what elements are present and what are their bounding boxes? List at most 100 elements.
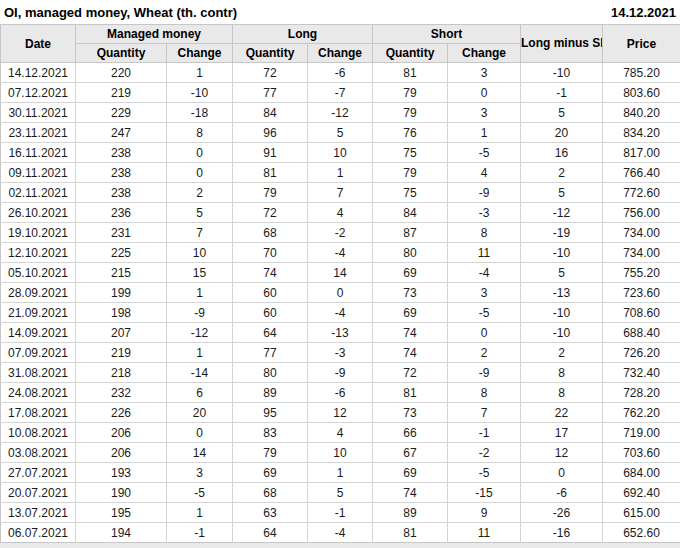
short-change-cell: -5 bbox=[448, 303, 521, 323]
column-header-date: Date bbox=[1, 25, 76, 63]
table-row: 17.08.202122620951273722762.20 bbox=[1, 403, 680, 423]
date-cell: 14.09.2021 bbox=[1, 323, 76, 343]
long-quantity-cell: 69 bbox=[233, 463, 308, 483]
date-cell: 10.08.2021 bbox=[1, 423, 76, 443]
price-cell: 692.40 bbox=[603, 483, 680, 503]
table-row: 05.10.202121515741469-45755.20 bbox=[1, 263, 680, 283]
short-change-cell: -9 bbox=[448, 183, 521, 203]
table-header: Date Managed money Long Short Long minus… bbox=[1, 25, 680, 63]
long-minus-short-cell: 8 bbox=[521, 383, 603, 403]
long-change-cell: -13 bbox=[308, 323, 373, 343]
short-change-cell: -9 bbox=[448, 363, 521, 383]
short-quantity-cell: 79 bbox=[373, 83, 448, 103]
long-minus-short-cell: -19 bbox=[521, 223, 603, 243]
short-quantity-cell: 89 bbox=[373, 503, 448, 523]
column-group-managed-money: Managed money bbox=[76, 25, 233, 44]
price-cell: 834.20 bbox=[603, 123, 680, 143]
mm-quantity-cell: 238 bbox=[76, 143, 167, 163]
short-change-cell: 1 bbox=[448, 123, 521, 143]
short-change-cell: -2 bbox=[448, 443, 521, 463]
long-minus-short-cell: 22 bbox=[521, 403, 603, 423]
table-row: 12.10.20212251070-48011-10734.00 bbox=[1, 243, 680, 263]
short-change-cell: 0 bbox=[448, 323, 521, 343]
long-change-cell: 0 bbox=[308, 283, 373, 303]
mm-change-cell: 6 bbox=[167, 383, 233, 403]
column-header-long-minus-short: Long minus Short bbox=[521, 25, 603, 63]
price-cell: 734.00 bbox=[603, 223, 680, 243]
mm-quantity-cell: 226 bbox=[76, 403, 167, 423]
mm-quantity-cell: 219 bbox=[76, 343, 167, 363]
short-change-cell: 2 bbox=[448, 343, 521, 363]
mm-quantity-cell: 193 bbox=[76, 463, 167, 483]
long-quantity-cell: 80 bbox=[233, 363, 308, 383]
mm-quantity-cell: 206 bbox=[76, 423, 167, 443]
long-minus-short-cell: -6 bbox=[521, 483, 603, 503]
short-quantity-cell: 87 bbox=[373, 223, 448, 243]
short-quantity-cell: 66 bbox=[373, 423, 448, 443]
table-row: 02.11.2021238279775-95772.60 bbox=[1, 183, 680, 203]
report-date: 14.12.2021 bbox=[611, 5, 676, 20]
table-row: 07.12.2021219-1077-7790-1803.60 bbox=[1, 83, 680, 103]
date-cell: 07.09.2021 bbox=[1, 343, 76, 363]
long-minus-short-cell: -1 bbox=[521, 83, 603, 103]
long-minus-short-cell: 20 bbox=[521, 123, 603, 143]
table-row: 07.09.2021219177-37422726.20 bbox=[1, 343, 680, 363]
table-row: 28.09.20211991600733-13723.60 bbox=[1, 283, 680, 303]
long-minus-short-cell: -10 bbox=[521, 243, 603, 263]
long-minus-short-cell: -16 bbox=[521, 523, 603, 543]
long-change-cell: -7 bbox=[308, 83, 373, 103]
short-change-cell: -1 bbox=[448, 423, 521, 443]
date-cell: 23.11.2021 bbox=[1, 123, 76, 143]
short-change-cell: -5 bbox=[448, 463, 521, 483]
table-body: 14.12.2021220172-6813-10785.2007.12.2021… bbox=[1, 63, 680, 543]
short-quantity-cell: 74 bbox=[373, 323, 448, 343]
table-row: 03.08.202120614791067-212703.60 bbox=[1, 443, 680, 463]
short-quantity-cell: 72 bbox=[373, 363, 448, 383]
long-minus-short-cell: -13 bbox=[521, 283, 603, 303]
long-minus-short-cell: 8 bbox=[521, 363, 603, 383]
long-quantity-cell: 81 bbox=[233, 163, 308, 183]
mm-quantity-cell: 231 bbox=[76, 223, 167, 243]
titlebar: OI, managed money, Wheat (th. contr) 14.… bbox=[0, 0, 680, 24]
short-change-cell: 4 bbox=[448, 163, 521, 183]
price-cell: 723.60 bbox=[603, 283, 680, 303]
price-cell: 688.40 bbox=[603, 323, 680, 343]
date-cell: 16.11.2021 bbox=[1, 143, 76, 163]
long-minus-short-cell: -12 bbox=[521, 203, 603, 223]
table-row: 24.08.2021232689-68188728.20 bbox=[1, 383, 680, 403]
price-cell: 684.00 bbox=[603, 463, 680, 483]
long-change-cell: 4 bbox=[308, 423, 373, 443]
long-change-cell: -4 bbox=[308, 243, 373, 263]
mm-change-cell: -5 bbox=[167, 483, 233, 503]
price-cell: 719.00 bbox=[603, 423, 680, 443]
mm-change-cell: 0 bbox=[167, 143, 233, 163]
mm-change-cell: 3 bbox=[167, 463, 233, 483]
mm-change-cell: -9 bbox=[167, 303, 233, 323]
price-cell: 785.20 bbox=[603, 63, 680, 83]
table-row: 19.10.2021231768-2878-19734.00 bbox=[1, 223, 680, 243]
date-cell: 26.10.2021 bbox=[1, 203, 76, 223]
short-quantity-cell: 69 bbox=[373, 263, 448, 283]
mm-quantity-cell: 236 bbox=[76, 203, 167, 223]
short-quantity-cell: 69 bbox=[373, 303, 448, 323]
mm-quantity-cell: 199 bbox=[76, 283, 167, 303]
table-row: 23.11.2021247896576120834.20 bbox=[1, 123, 680, 143]
long-change-cell: 12 bbox=[308, 403, 373, 423]
long-change-cell: 10 bbox=[308, 143, 373, 163]
mm-change-cell: -14 bbox=[167, 363, 233, 383]
long-change-cell: 7 bbox=[308, 183, 373, 203]
short-change-cell: -3 bbox=[448, 203, 521, 223]
mm-change-cell: 20 bbox=[167, 403, 233, 423]
table-row: 26.10.2021236572484-3-12756.00 bbox=[1, 203, 680, 223]
long-quantity-cell: 72 bbox=[233, 203, 308, 223]
table-row: 14.12.2021220172-6813-10785.20 bbox=[1, 63, 680, 83]
long-change-cell: 1 bbox=[308, 163, 373, 183]
long-change-cell: 14 bbox=[308, 263, 373, 283]
short-quantity-cell: 84 bbox=[373, 203, 448, 223]
short-change-cell: -5 bbox=[448, 143, 521, 163]
short-change-cell: 11 bbox=[448, 243, 521, 263]
long-quantity-cell: 83 bbox=[233, 423, 308, 443]
long-change-cell: 4 bbox=[308, 203, 373, 223]
long-minus-short-cell: 2 bbox=[521, 163, 603, 183]
mm-quantity-cell: 232 bbox=[76, 383, 167, 403]
